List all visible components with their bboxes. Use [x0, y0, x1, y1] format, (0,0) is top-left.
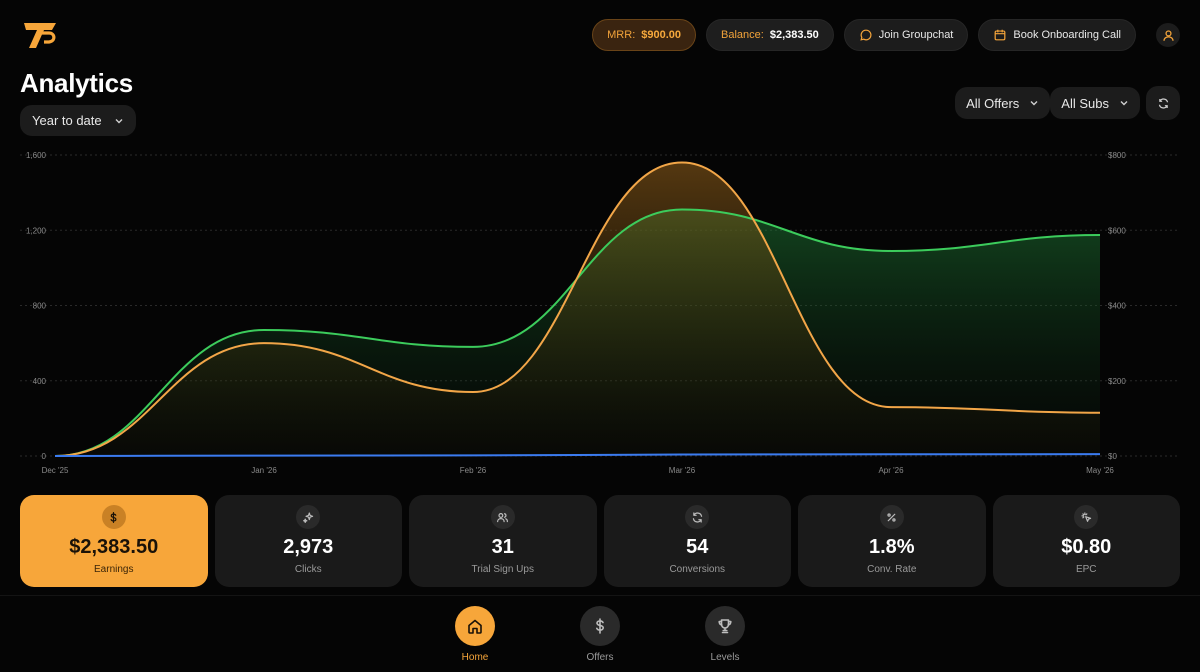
series-blue-line: [54, 453, 1101, 457]
x-tick-label: Feb '26: [460, 466, 487, 475]
stat-card-trial-sign-ups[interactable]: 31 Trial Sign Ups: [409, 495, 597, 587]
user-icon: [1162, 29, 1174, 41]
mrr-value: $900.00: [641, 29, 682, 41]
x-tick-label: Mar '26: [669, 466, 696, 475]
x-tick-label: May '26: [1086, 466, 1114, 475]
nav-label: Offers: [586, 652, 614, 663]
stat-label: Trial Sign Ups: [471, 564, 534, 575]
user-avatar-button[interactable]: [1156, 23, 1180, 47]
date-range-value: Year to date: [32, 113, 102, 128]
y-left-tick-label: 800: [33, 302, 47, 311]
percent-icon: [879, 505, 904, 529]
y-right-tick-label: $600: [1108, 226, 1126, 235]
stat-label: Conversions: [669, 564, 726, 575]
stat-label: Clicks: [294, 564, 322, 575]
balance-value: $2,383.50: [769, 29, 819, 41]
stat-card-conv-rate[interactable]: 1.8% Conv. Rate: [798, 495, 986, 587]
sparkle-icon: [296, 505, 321, 529]
stat-label: Conv. Rate: [867, 564, 917, 575]
dollar-icon: [101, 505, 126, 529]
offers-filter-value: All Offers: [966, 95, 1020, 111]
subs-filter-dropdown[interactable]: All Subs: [1050, 87, 1140, 119]
book-onboarding-button[interactable]: Book Onboarding Call: [978, 19, 1136, 51]
nav-item-home[interactable]: Home: [445, 606, 505, 663]
users-icon: [490, 505, 515, 529]
y-right-tick-label: $400: [1108, 302, 1126, 311]
refresh-icon: [685, 505, 710, 529]
top-bar: MRR: $900.00 Balance: $2,383.50 Join Gro…: [592, 19, 1180, 51]
chevron-down-icon: [1120, 101, 1128, 106]
balance-label: Balance:: [721, 29, 764, 41]
refresh-icon: [1158, 98, 1168, 108]
chevron-down-icon: [115, 118, 123, 123]
nav-item-offers[interactable]: Offers: [570, 606, 630, 663]
series-orange-area: [55, 162, 1100, 456]
stat-label: Earnings: [94, 564, 134, 575]
stat-value: $0.80: [1061, 536, 1112, 558]
x-tick-label: Jan '26: [251, 466, 277, 475]
x-tick-label: Dec '25: [42, 466, 69, 475]
chat-bubble-icon: [860, 29, 872, 41]
stat-value: $2,383.50: [69, 536, 159, 558]
y-left-tick-label: 1,200: [26, 226, 47, 235]
series-green-line: [54, 208, 1101, 457]
trophy-icon: [705, 606, 745, 646]
chevron-down-icon: [1030, 101, 1038, 106]
stat-value: 31: [491, 536, 514, 558]
y-left-tick-label: 400: [33, 377, 47, 386]
calendar-icon: [994, 29, 1006, 41]
groupchat-label: Join Groupchat: [878, 29, 954, 41]
nav-label: Levels: [710, 652, 740, 663]
mrr-label: MRR:: [607, 29, 636, 41]
stat-card-earnings[interactable]: $2,383.50 Earnings: [20, 495, 208, 587]
cursor-click-icon: [1074, 505, 1099, 529]
stat-value: 2,973: [283, 536, 334, 558]
mrr-badge[interactable]: MRR: $900.00: [592, 19, 697, 51]
stat-card-conversions[interactable]: 54 Conversions: [603, 495, 791, 587]
y-left-tick-label: 1,600: [26, 151, 47, 160]
y-right-tick-label: $800: [1108, 151, 1126, 160]
date-range-dropdown[interactable]: Year to date: [20, 105, 136, 136]
y-left-tick-label: 0: [42, 452, 47, 461]
x-tick-label: Apr '26: [878, 466, 904, 475]
page-title: Analytics: [20, 68, 133, 98]
nav-label: Home: [461, 652, 489, 663]
onboarding-label: Book Onboarding Call: [1013, 29, 1121, 41]
offers-filter-dropdown[interactable]: All Offers: [955, 87, 1051, 119]
stat-label: EPC: [1075, 564, 1097, 575]
balance-badge[interactable]: Balance: $2,383.50: [706, 19, 834, 51]
stat-card-clicks[interactable]: 2,973 Clicks: [214, 495, 402, 587]
nav-item-levels[interactable]: Levels: [695, 606, 755, 663]
stats-row: $2,383.50 Earnings 2,973 Clicks 31 Trial Sign…: [20, 495, 1180, 587]
stat-value: 1.8%: [868, 536, 915, 558]
home-icon: [455, 606, 495, 646]
subs-filter-value: All Subs: [1061, 95, 1109, 111]
stat-card-epc[interactable]: $0.80 EPC: [992, 495, 1180, 587]
filter-bar: All Offers All Subs: [955, 86, 1180, 120]
y-right-tick-label: $200: [1108, 377, 1126, 386]
y-right-tick-label: $0: [1108, 452, 1117, 461]
series-orange-line: [54, 161, 1101, 457]
bottom-navigation: Home Offers Levels: [0, 595, 1200, 672]
brand-logo[interactable]: [22, 20, 58, 50]
stat-value: 54: [686, 536, 709, 558]
join-groupchat-button[interactable]: Join Groupchat: [843, 19, 969, 51]
refresh-button[interactable]: [1146, 86, 1180, 120]
dollar-icon: [580, 606, 620, 646]
analytics-chart: 0 400 800 1,200 1,600 $0 $200 $400 $600 $800 Dec '…: [20, 151, 1180, 475]
